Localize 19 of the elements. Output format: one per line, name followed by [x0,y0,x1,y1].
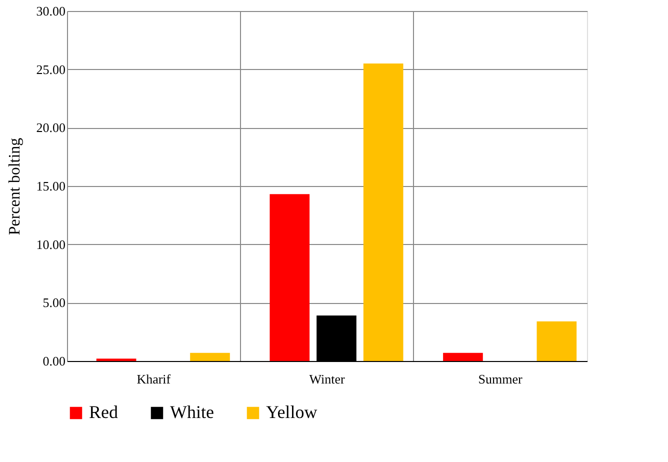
bar [363,64,404,361]
x-tick-label: Winter [309,372,346,386]
legend-label: Red [89,402,118,422]
bar [536,321,577,361]
y-tick-label: 20.00 [36,120,66,136]
y-axis-title: Percent bolting [6,138,24,236]
y-tick-label: 30.00 [36,4,66,18]
legend-label: White [170,402,214,422]
x-tick-label: Kharif [136,372,172,386]
y-tick-label: 10.00 [36,236,66,252]
y-tick-label: 5.00 [42,295,66,310]
y-tick-label: 25.00 [36,62,66,77]
y-tick-label: 15.00 [36,178,66,194]
bar [190,352,230,361]
x-tick-label: Summer [478,372,524,386]
bar [443,352,483,361]
legend-label: Yellow [266,402,318,422]
bar [270,194,310,361]
y-tick-label: 0.00 [42,354,66,368]
